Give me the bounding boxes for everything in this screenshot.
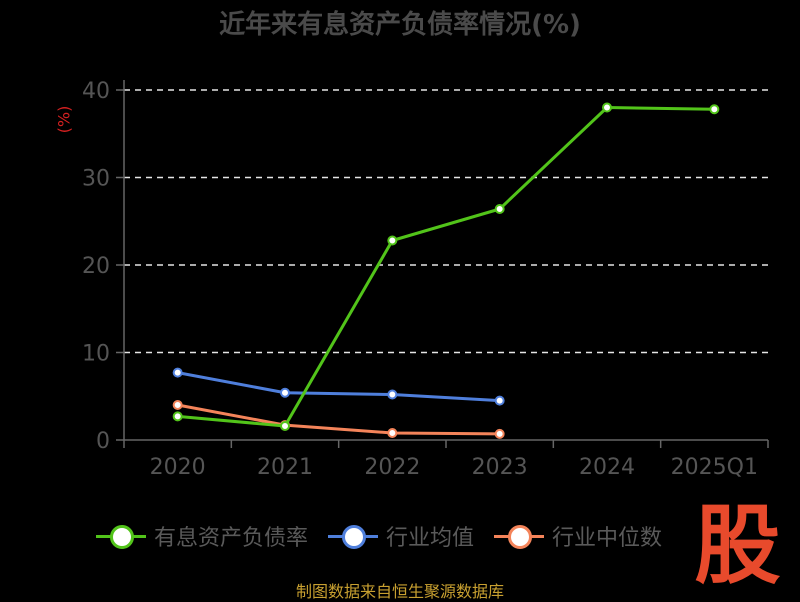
data-point [172,367,183,378]
series-line [177,371,500,403]
data-point [387,428,398,438]
data-point [494,204,505,214]
y-tick-label: 0 [96,429,110,454]
brand-logo: 股 [694,495,781,596]
legend-swatch-icon [494,524,545,549]
legend: 有息资产负债率 行业均值 行业中位数 [96,520,662,552]
data-point [387,235,398,246]
y-tick-label: 40 [82,79,110,104]
data-point [709,104,720,115]
data-point [172,411,183,422]
x-tick-label: 2025Q1 [671,455,758,480]
x-tick-label: 2020 [150,455,206,480]
grid-lines [124,89,768,354]
legend-label: 行业均值 [386,526,475,551]
data-point [387,389,398,400]
x-tick-label: 2021 [257,455,313,480]
legend-label: 行业中位数 [552,526,663,551]
x-tick-label: 2022 [364,455,420,480]
legend-label: 有息资产负债率 [154,526,309,551]
x-tick-label: 2023 [472,455,528,480]
data-source-note: 制图数据来自恒生聚源数据库 [295,582,504,601]
legend-item: 行业均值 [328,520,474,552]
chart-title: 近年来有息资产负债率情况(%) [219,10,581,40]
data-point [494,395,505,406]
y-tick-label: 20 [82,254,110,279]
legend-swatch-icon [96,524,146,549]
y-tick-label: 10 [82,342,110,367]
series-line [177,403,500,436]
data-point [494,428,505,439]
x-tick-label: 2024 [579,455,635,480]
y-tick-label: 30 [82,167,110,192]
legend-item: 行业中位数 [494,520,662,552]
legend-item: 有息资产负债率 [96,520,308,552]
axes: 0 10 20 30 40 2020 2021 2022 2023 2024 2025Q1 [82,79,769,480]
data-point [172,400,183,410]
legend-swatch-icon [328,524,379,549]
series-line [177,106,715,428]
data-point [280,387,290,398]
data-point [602,102,612,113]
series-group [172,102,720,439]
data-point [280,421,290,431]
